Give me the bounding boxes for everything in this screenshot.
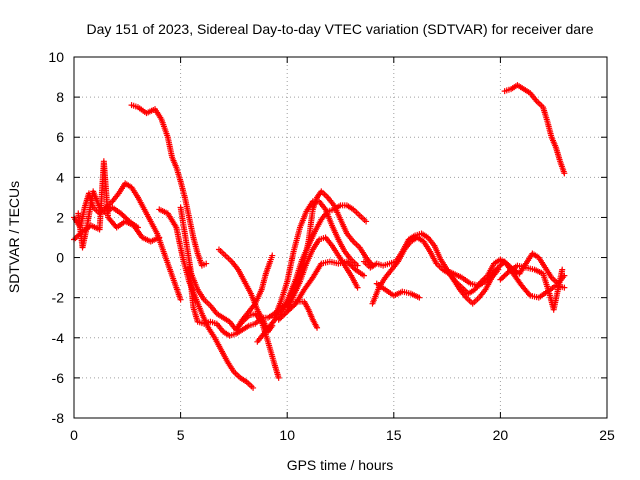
series-track-9: [233, 252, 276, 333]
y-tick-label: -2: [52, 290, 65, 306]
x-tick-label: 25: [599, 427, 615, 443]
series-track-6: [177, 204, 282, 381]
data-point: [363, 218, 370, 225]
x-tick-label: 10: [279, 427, 295, 443]
y-tick-label: 2: [56, 209, 64, 225]
y-tick-label: -8: [52, 410, 65, 426]
y-tick-label: -4: [52, 330, 65, 346]
plot-frame: [73, 56, 608, 419]
data-point: [177, 296, 184, 303]
data-point: [269, 252, 276, 259]
x-tick-label: 5: [177, 427, 185, 443]
x-tick-label: 0: [70, 427, 78, 443]
series-track-21: [501, 82, 568, 177]
x-axis-label: GPS time / hours: [287, 457, 394, 473]
y-tick-label: 10: [48, 49, 64, 65]
series-track-13: [284, 234, 361, 313]
series-track-3: [75, 188, 141, 251]
y-tick-label: 8: [56, 89, 64, 105]
data-point: [156, 234, 163, 241]
data-point: [561, 170, 568, 177]
axis-ticks: 0 5 10 15 20 25 -8 -6 -4 -2 0 2 4 6 8 10: [48, 49, 615, 443]
series-track-20: [497, 262, 566, 313]
data-point: [134, 224, 141, 231]
y-tick-label: 6: [56, 129, 64, 145]
series-track-18: [373, 280, 423, 301]
series-track-16: [360, 230, 502, 307]
data-point: [203, 260, 210, 267]
data-markers: [71, 82, 568, 391]
series-track-1: [71, 180, 184, 303]
data-point: [354, 284, 361, 291]
y-tick-label: -6: [52, 370, 65, 386]
series-track-19: [441, 258, 568, 301]
y-tick-label: 0: [56, 250, 64, 266]
y-axis-label: SDTVAR / TECUs: [6, 181, 22, 293]
data-point: [314, 324, 321, 331]
data-point: [561, 284, 568, 291]
data-point: [354, 262, 361, 269]
series-track-4: [128, 102, 210, 269]
data-point: [275, 374, 282, 381]
data-point: [559, 266, 566, 273]
data-point: [360, 272, 367, 279]
grid-lines: [74, 57, 607, 418]
y-tick-label: 4: [56, 169, 64, 185]
x-tick-label: 15: [386, 427, 402, 443]
data-point: [250, 384, 257, 391]
series-track-15: [292, 298, 321, 331]
chart-title: Day 151 of 2023, Sidereal Day-to-day VTE…: [86, 21, 593, 37]
data-point: [416, 294, 423, 301]
x-tick-label: 20: [493, 427, 509, 443]
